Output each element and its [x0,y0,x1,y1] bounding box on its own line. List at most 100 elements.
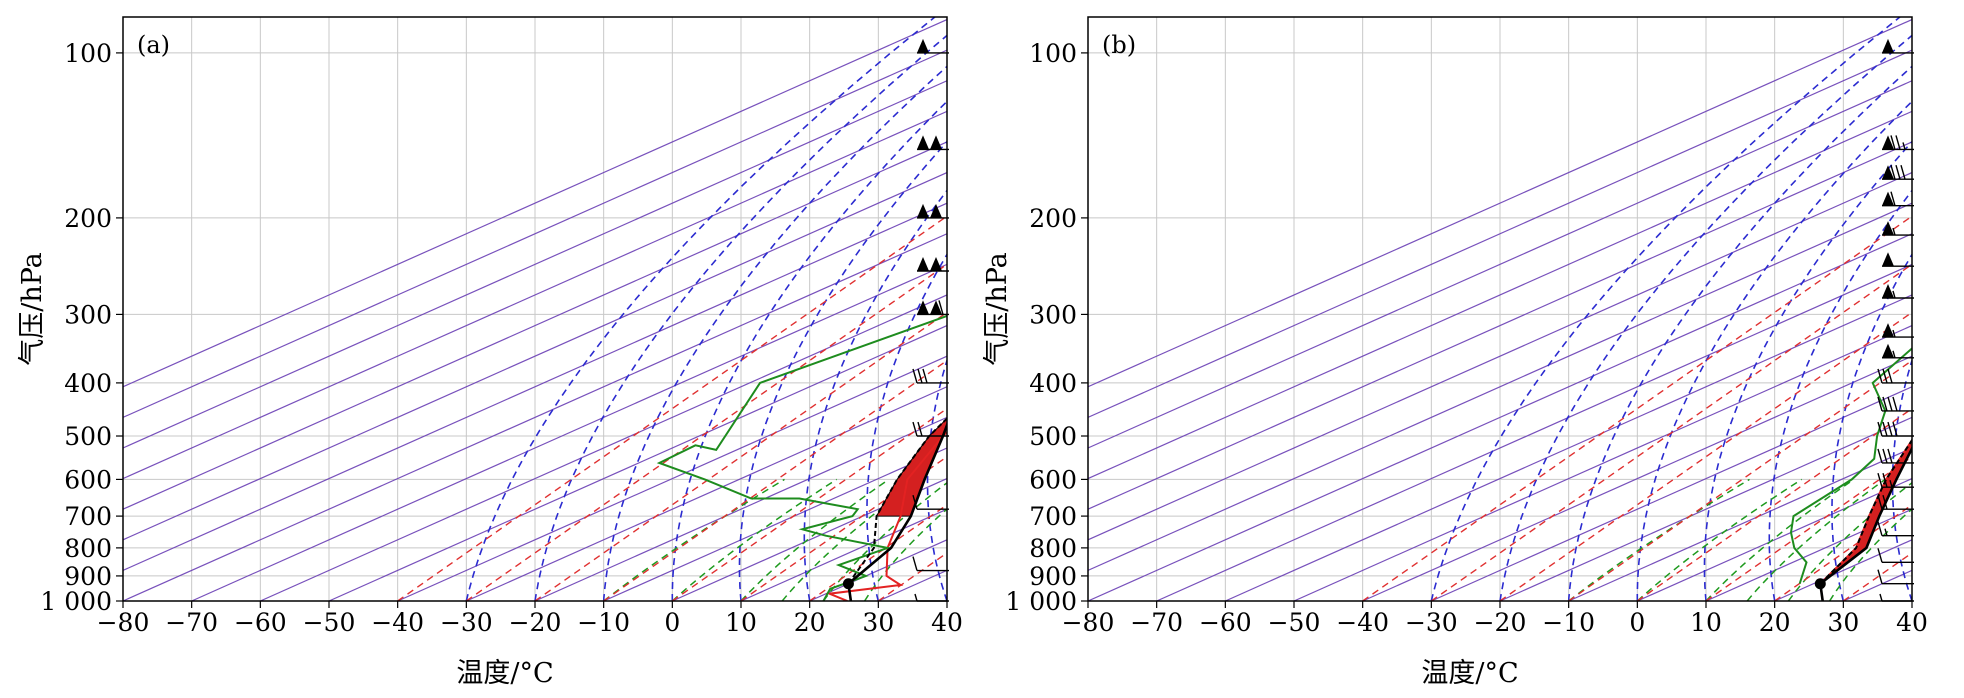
x-tick-label: 30 [1827,608,1859,637]
wind-barb-flag [1887,448,1893,464]
panel-plot-area [123,14,1427,601]
x-tick-label: −30 [1405,608,1458,637]
y-axis-label: 气压/hPa [982,252,1013,366]
wind-barb-flag [1882,473,1888,488]
dry-adiabat [866,252,947,601]
wind-barb-half [1902,142,1906,150]
wind-barb-pennant [930,300,942,315]
x-axis-label: 温度/°C [456,658,553,689]
wind-barb-pennant [1882,165,1894,180]
isotherm-line [123,171,947,541]
x-tick-label: 10 [1690,608,1722,637]
wind-barb-flag [917,421,923,437]
isotherm-line [1088,233,1912,601]
isotherm-line [1088,171,1912,541]
moist-adiabat [603,478,785,601]
moist-adiabat [863,508,947,601]
wind-barb-half [1892,290,1896,299]
x-tick-label: −70 [165,608,218,637]
wind-barb [1877,569,1914,585]
isotherm-line [260,294,947,601]
x-tick-label: 10 [725,608,757,637]
x-tick-label: 30 [862,608,894,637]
wind-barb-pennant [930,203,942,218]
x-tick-label: −70 [1130,608,1183,637]
isotherm-line [123,141,947,510]
wind-barb-half [1884,528,1888,536]
wind-barb-half [1892,227,1896,236]
isotherm-line [123,49,947,419]
wind-barb-flag [1887,421,1893,437]
mixing-ratio-line [740,455,947,601]
dewpoint-profile [656,314,947,601]
wind-barb [917,203,949,219]
isotherm-line [1293,324,1912,601]
wind-barb [1877,473,1914,488]
wind-barb [917,38,949,54]
mixing-ratio-line [809,503,947,601]
moist-adiabat [1636,478,1803,601]
x-tick-label: −80 [1062,608,1115,637]
wind-barb [914,593,949,602]
wind-barb [1882,135,1914,151]
wind-barb-flag [1890,165,1896,180]
panel-label: (b) [1102,31,1136,59]
wind-barb [1877,495,1914,510]
moist-adiabat [822,481,947,601]
skewt-panel-b: −80 −70 −60 −50 −40 −30 −20 −10 0 10 20 30 40 1 00090… [982,14,1964,689]
wind-barb-flag [1895,135,1901,150]
wind-barb-flag [1892,396,1898,412]
x-tick-label: −50 [303,608,356,637]
wind-barb-flag [912,556,918,571]
wind-barb-flag [1892,421,1898,437]
x-tick-label: −40 [371,608,424,637]
moist-adiabat [671,478,838,601]
x-axis-label: 温度/°C [1421,658,1518,689]
x-tick-label: −10 [1542,608,1595,637]
dry-adiabat [1951,14,1964,601]
wind-barb-flag [1882,448,1888,464]
moist-adiabat [740,478,890,601]
x-tick-label: −30 [440,608,493,637]
wind-barb-flag [1887,396,1893,412]
wind-barb-half [1892,350,1896,359]
wind-barb-pennant [917,203,929,218]
wind-barb [912,495,949,510]
dry-adiabat [1703,140,1912,601]
y-tick-label: 200 [64,204,112,233]
wind-barb [1877,421,1914,437]
y-tick-label: 600 [1029,465,1077,494]
dry-adiabat [602,65,947,601]
y-tick-label: 500 [64,422,112,451]
wind-barb-flag [1877,548,1883,563]
isotherm-line [466,386,947,601]
y-tick-label: 900 [64,562,112,591]
wind-barb-flag [1877,368,1883,384]
isotherm-line [123,233,947,601]
isotherm-line [123,110,947,480]
mixing-ratio-line [465,263,947,601]
y-tick-label: 300 [1029,300,1077,329]
isotherm-line [534,416,947,601]
isotherm-line [123,80,947,449]
dry-adiabat [1891,357,1912,601]
isotherm-line [1431,386,1912,601]
dry-adiabat [1304,14,1427,601]
wind-barb-pennant [917,38,929,53]
wind-barb-flag [1877,448,1883,464]
x-tick-label: 0 [1629,608,1645,637]
wind-barb-pennant [917,257,929,272]
wind-barb-pennant [917,135,929,150]
wind-barb-flag [1877,473,1883,488]
dry-adiabat [1098,14,1277,601]
wind-barb-pennant [1882,135,1894,150]
x-tick-label: −10 [577,608,630,637]
mixing-ratio-line [1568,359,1912,601]
isotherm-line [1088,202,1912,572]
dry-adiabat [1255,14,1379,601]
wind-barb-flag [1900,165,1906,180]
parcel-profile [847,421,947,601]
wind-barb-flag [1882,396,1888,412]
isotherm-line [1637,477,1912,601]
parcel-start-marker [1814,578,1826,590]
